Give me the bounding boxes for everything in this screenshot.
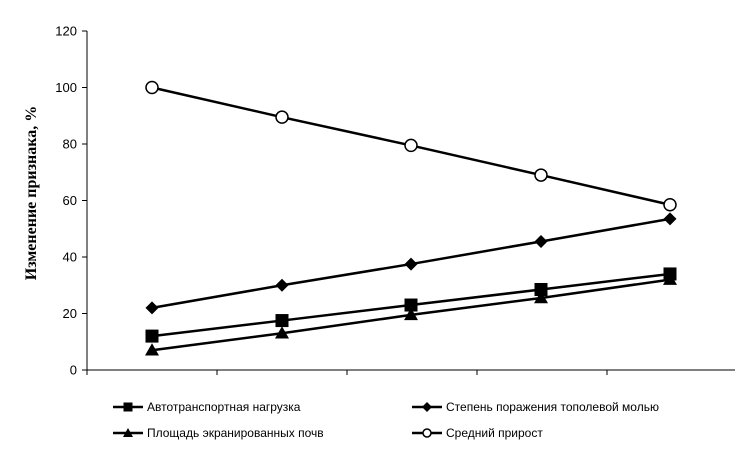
legend-marker-triangle	[123, 428, 133, 437]
data-point-triangle	[275, 326, 289, 339]
data-point-triangle	[534, 290, 548, 304]
y-tick-label: 20	[63, 306, 77, 321]
data-point-square	[275, 314, 289, 328]
data-point-diamond	[534, 234, 548, 248]
series-square	[145, 267, 677, 343]
legend-label: Площадь экранированных почв	[147, 426, 324, 440]
y-tick-label: 100	[55, 80, 77, 95]
data-point-diamond	[404, 257, 418, 271]
legend-item: Автотранспортная нагрузка	[113, 400, 301, 414]
series-circle-open	[145, 80, 677, 212]
legend-item: Средний прирост	[412, 426, 543, 440]
legend-item: Степень поражения тополевой молью	[412, 400, 659, 414]
chart-axes: 0 20 40 60 80 100 120	[55, 24, 735, 378]
y-tick-label: 0	[70, 363, 77, 378]
data-point-triangle	[663, 272, 677, 285]
data-point-triangle	[404, 307, 418, 321]
data-point-circle-open	[534, 168, 548, 182]
legend-item: Площадь экранированных почв	[113, 426, 324, 440]
data-point-diamond	[275, 278, 289, 292]
data-point-circle-open	[275, 110, 289, 124]
legend-marker-diamond	[422, 402, 432, 412]
chart-legend: Автотранспортная нагрузка Степень поражен…	[113, 400, 659, 440]
data-point-diamond	[145, 301, 159, 315]
chart-series	[145, 80, 677, 356]
y-tick-label: 80	[63, 137, 77, 152]
data-point-square	[145, 329, 159, 343]
series-diamond	[145, 212, 677, 315]
y-tick-label: 60	[63, 193, 77, 208]
y-tick-label: 120	[55, 24, 77, 39]
data-point-circle-open	[145, 80, 159, 95]
data-point-circle-open	[404, 138, 418, 153]
data-point-square	[404, 298, 418, 312]
legend-label: Автотранспортная нагрузка	[147, 400, 301, 414]
data-point-triangle	[145, 343, 159, 356]
y-axis-label: Изменение признака, %	[23, 106, 40, 280]
legend-marker-circle-open	[422, 428, 432, 438]
legend-label: Средний прирост	[446, 426, 543, 440]
y-tick-label: 40	[63, 250, 77, 265]
legend-marker-square	[123, 402, 133, 412]
data-point-square	[534, 282, 548, 296]
data-point-diamond	[663, 212, 677, 226]
series-triangle	[145, 272, 677, 356]
legend-label: Степень поражения тополевой молью	[446, 400, 659, 414]
data-point-circle-open	[663, 197, 677, 212]
